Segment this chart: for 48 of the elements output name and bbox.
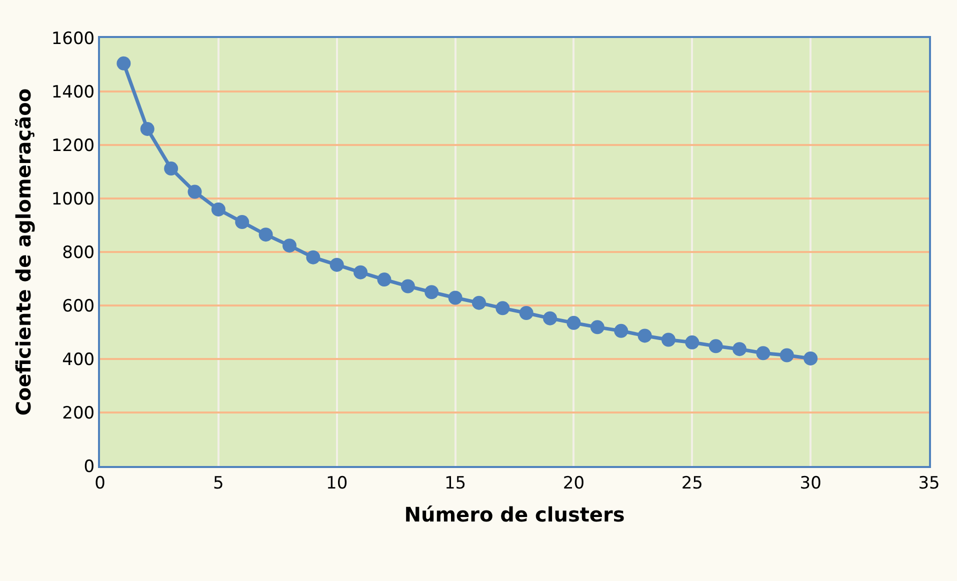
x-tick-label: 30 [800, 473, 822, 494]
x-tick-label: 10 [326, 473, 348, 494]
x-tick-label: 5 [213, 473, 224, 494]
point [330, 258, 344, 272]
y-tick-label: 200 [62, 403, 95, 424]
x-tick-label: 35 [918, 473, 940, 494]
point [282, 238, 296, 253]
point [306, 250, 320, 264]
point [140, 122, 154, 136]
point [472, 296, 486, 310]
y-tick-label: 800 [62, 242, 95, 263]
point [258, 228, 273, 242]
x-axis-title: Número de clusters [404, 502, 625, 526]
point [566, 316, 581, 330]
y-tick-label: 400 [62, 350, 95, 370]
point [804, 351, 818, 366]
point [780, 348, 794, 362]
point [661, 332, 676, 347]
x-tick-label: 15 [444, 473, 466, 494]
point [354, 265, 368, 280]
y-tick-label: 0 [84, 456, 95, 477]
y-tick-label: 600 [62, 296, 95, 316]
point [116, 56, 131, 70]
point [685, 335, 700, 350]
y-tick-label: 1200 [51, 136, 95, 156]
point [638, 328, 652, 343]
point [211, 202, 226, 216]
point [448, 290, 462, 305]
point [235, 215, 250, 230]
point [543, 311, 558, 326]
point [424, 285, 439, 300]
y-tick-label: 1000 [51, 189, 95, 210]
x-tick-label: 20 [562, 473, 585, 494]
x-tick-label: 25 [681, 473, 703, 494]
point [496, 301, 510, 316]
point [590, 320, 604, 334]
point [519, 306, 534, 320]
point [756, 346, 770, 360]
y-tick-label: 1400 [51, 82, 95, 102]
y-axis-title: Coeficiente de aglomeraçãoo [11, 88, 36, 416]
point [614, 324, 628, 338]
point [164, 162, 178, 176]
point [377, 272, 392, 287]
point [708, 339, 723, 354]
y-tick-label: 1600 [51, 28, 95, 49]
point [188, 184, 202, 199]
point [400, 279, 415, 294]
point [732, 342, 747, 356]
